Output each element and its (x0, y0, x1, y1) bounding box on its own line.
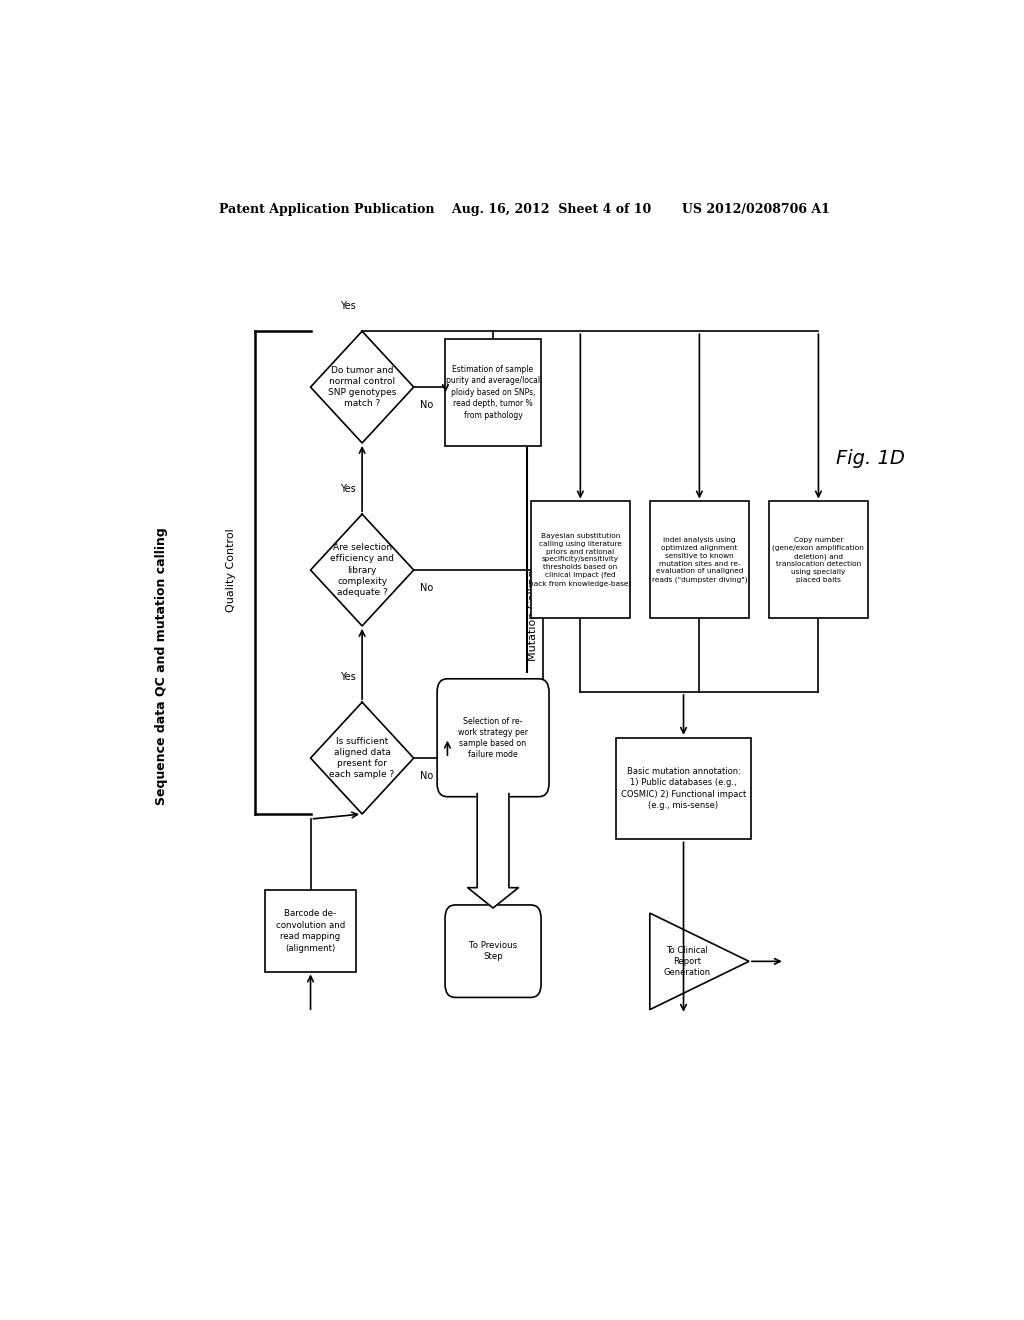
Text: Sequence data QC and mutation calling: Sequence data QC and mutation calling (155, 528, 168, 805)
Text: No: No (420, 583, 433, 593)
FancyBboxPatch shape (445, 339, 541, 446)
Text: Selection of re-
work strategy per
sample based on
failure mode: Selection of re- work strategy per sampl… (458, 717, 528, 759)
Text: Mutation Calling: Mutation Calling (527, 570, 538, 661)
Text: Patent Application Publication    Aug. 16, 2012  Sheet 4 of 10       US 2012/020: Patent Application Publication Aug. 16, … (219, 203, 830, 215)
Polygon shape (310, 331, 414, 444)
FancyBboxPatch shape (769, 502, 868, 618)
Polygon shape (310, 515, 414, 626)
Polygon shape (468, 793, 518, 908)
Text: To Previous
Step: To Previous Step (469, 941, 517, 961)
Text: To Clinical
Report
Generation: To Clinical Report Generation (664, 945, 711, 977)
FancyBboxPatch shape (445, 906, 541, 998)
Text: Yes: Yes (340, 483, 355, 494)
FancyBboxPatch shape (530, 502, 630, 618)
FancyBboxPatch shape (437, 678, 549, 797)
Text: Quality Control: Quality Control (226, 528, 237, 612)
Text: Estimation of sample
purity and average/local
ploidy based on SNPs,
read depth, : Estimation of sample purity and average/… (446, 364, 540, 420)
Text: Are selection
efficiency and
library
complexity
adequate ?: Are selection efficiency and library com… (330, 544, 394, 597)
Text: No: No (420, 771, 433, 781)
FancyBboxPatch shape (265, 890, 356, 972)
Text: Barcode de-
convolution and
read mapping
(alignment): Barcode de- convolution and read mapping… (275, 909, 345, 953)
Text: Is sufficient
aligned data
present for
each sample ?: Is sufficient aligned data present for e… (330, 737, 394, 779)
Text: Basic mutation annotation:
1) Public databases (e.g.,
COSMIC) 2) Functional impa: Basic mutation annotation: 1) Public dat… (621, 767, 746, 810)
Text: Do tumor and
normal control
SNP genotypes
match ?: Do tumor and normal control SNP genotype… (328, 366, 396, 408)
Text: Yes: Yes (340, 672, 355, 681)
Text: Yes: Yes (340, 301, 355, 310)
Text: Copy number
(gene/exon amplification
deletion) and
translocation detection
using: Copy number (gene/exon amplification del… (772, 537, 864, 582)
Text: No: No (420, 400, 433, 411)
FancyBboxPatch shape (650, 502, 749, 618)
Polygon shape (310, 702, 414, 814)
FancyBboxPatch shape (616, 738, 751, 840)
Text: Indel analysis using
optimized alignment
sensitive to known
mutation sites and r: Indel analysis using optimized alignment… (651, 537, 748, 582)
Text: Fig. 1D: Fig. 1D (836, 449, 904, 467)
Text: Bayesian substitution
calling using literature
priors and rational
specificity/s: Bayesian substitution calling using lite… (529, 533, 632, 586)
Polygon shape (650, 913, 749, 1010)
